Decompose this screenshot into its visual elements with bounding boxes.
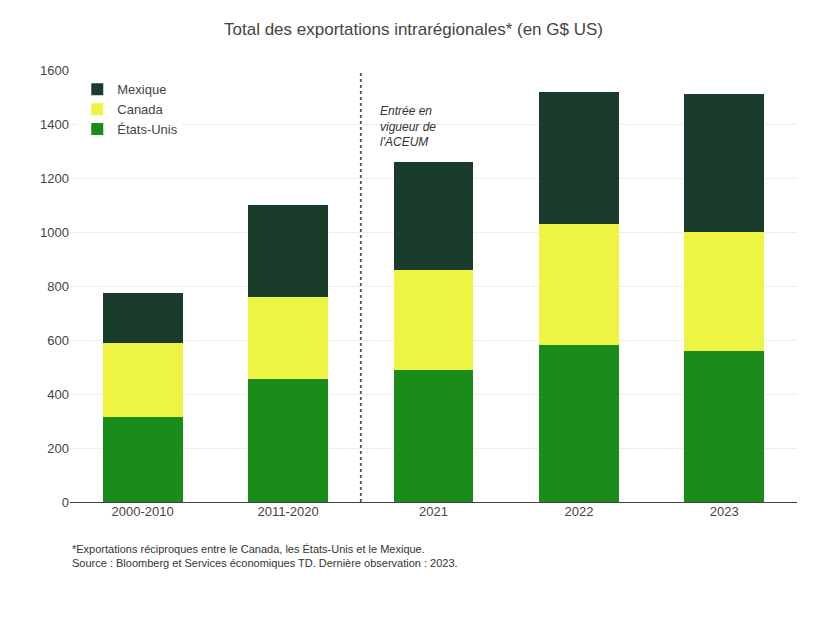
svg-text:2023: 2023 bbox=[710, 504, 739, 519]
svg-text:200: 200 bbox=[47, 441, 69, 456]
svg-text:800: 800 bbox=[47, 279, 69, 294]
svg-text:Entrée envigueur del'ACEUM: Entrée envigueur del'ACEUM bbox=[380, 104, 436, 149]
svg-text:*Exportations réciproques entr: *Exportations réciproques entre le Canad… bbox=[72, 543, 458, 569]
svg-text:400: 400 bbox=[47, 387, 69, 402]
svg-text:Total des exportations intraré: Total des exportations intrarégionales* … bbox=[224, 20, 603, 39]
svg-text:2011-2020: 2011-2020 bbox=[257, 504, 318, 519]
svg-text:1400: 1400 bbox=[40, 117, 69, 132]
svg-text:2022: 2022 bbox=[564, 504, 593, 519]
svg-text:2000-2010: 2000-2010 bbox=[112, 504, 174, 519]
svg-text:Mexique: Mexique bbox=[117, 82, 166, 97]
svg-text:Canada: Canada bbox=[117, 102, 163, 117]
svg-text:2021: 2021 bbox=[419, 504, 448, 519]
svg-text:1000: 1000 bbox=[40, 225, 69, 240]
svg-text:0: 0 bbox=[62, 495, 69, 510]
svg-text:600: 600 bbox=[47, 333, 69, 348]
svg-text:États-Unis: États-Unis bbox=[117, 122, 177, 137]
svg-text:1600: 1600 bbox=[40, 63, 69, 78]
svg-text:1200: 1200 bbox=[40, 171, 69, 186]
